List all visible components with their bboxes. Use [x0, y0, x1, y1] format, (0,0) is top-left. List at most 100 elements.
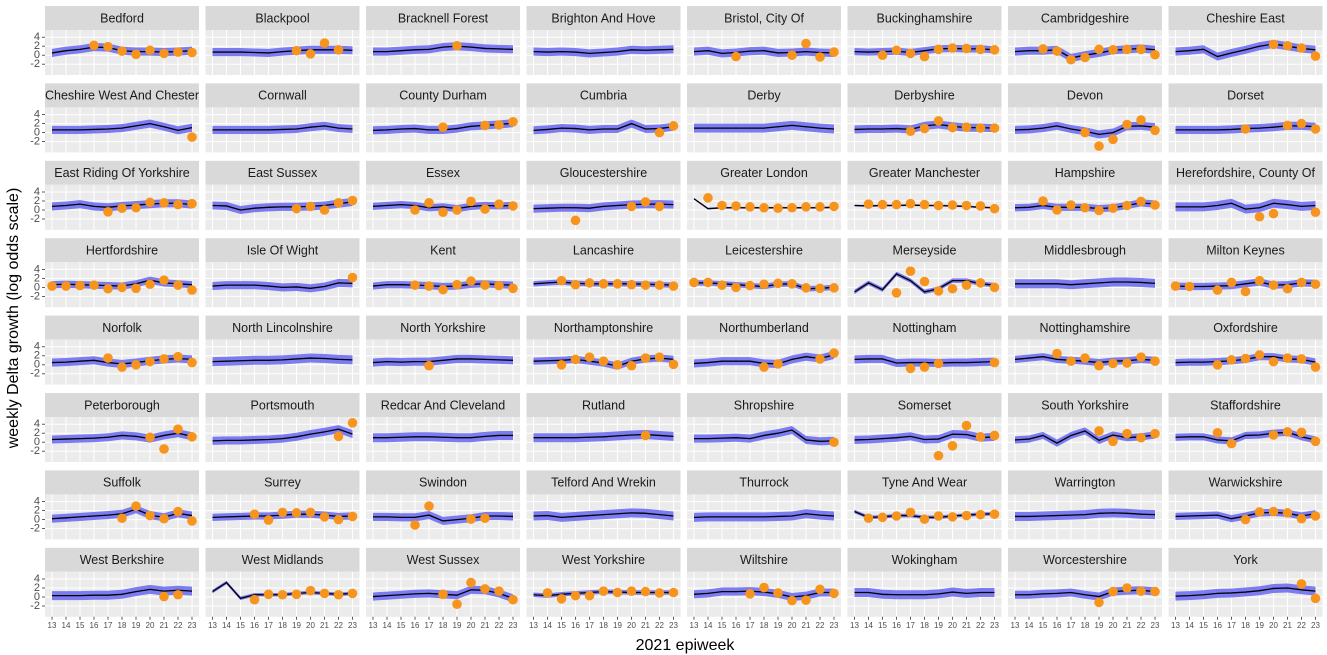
point: [1296, 579, 1307, 589]
x-tick-label: 13: [1171, 621, 1180, 630]
strip: [45, 160, 199, 185]
x-tick-label: 22: [495, 621, 504, 630]
interval-band: [694, 46, 834, 58]
point: [1066, 356, 1076, 367]
point: [877, 50, 888, 60]
panel-marks: [533, 508, 674, 522]
point: [773, 203, 783, 213]
panel-marks: [533, 200, 674, 213]
x-tick-label: 18: [1081, 621, 1090, 630]
point: [333, 198, 344, 208]
point: [1254, 211, 1265, 222]
line: [533, 203, 674, 210]
strip-title: Cheshire East: [1206, 11, 1285, 25]
strip: [205, 83, 360, 108]
x-tick-label: 21: [962, 621, 971, 630]
strip: [526, 160, 681, 185]
point: [863, 513, 874, 524]
point: [877, 512, 888, 523]
strip: [847, 315, 1002, 340]
strip: [526, 470, 681, 495]
strip: [687, 315, 841, 340]
interval-band: [694, 120, 834, 134]
strip: [205, 470, 360, 495]
point: [1296, 427, 1307, 438]
panel-marks: [694, 426, 835, 446]
strip-title: Warrington: [1055, 476, 1116, 490]
point: [291, 508, 302, 518]
point: [117, 282, 127, 293]
strip-title: Lancashire: [573, 243, 634, 257]
point: [933, 44, 944, 55]
x-tick-label: 14: [222, 621, 231, 630]
point: [1310, 593, 1321, 604]
point: [947, 283, 958, 294]
point: [1282, 427, 1293, 437]
x-tick-label: 17: [425, 621, 434, 630]
point: [1094, 360, 1104, 371]
strip-title: Blackpool: [255, 11, 309, 25]
y-tick-label: -2: [30, 290, 40, 302]
point: [801, 283, 811, 293]
point: [145, 45, 155, 56]
strip: [847, 6, 1002, 30]
x-tick-label: 17: [1067, 621, 1076, 630]
line: [373, 514, 514, 522]
point: [333, 431, 344, 442]
point: [1282, 120, 1293, 131]
point: [291, 45, 302, 56]
strip-title: Surrey: [264, 476, 302, 490]
point: [947, 512, 958, 522]
point: [1094, 205, 1104, 216]
point: [438, 589, 448, 600]
panel-marks: [51, 429, 193, 444]
line: [52, 588, 193, 597]
x-tick-label: 13: [850, 621, 859, 630]
x-tick-label: 13: [208, 621, 217, 630]
point: [1296, 513, 1307, 524]
panel-marks: [1175, 428, 1316, 445]
strip-title: Dorset: [1227, 89, 1264, 103]
strip: [526, 315, 681, 340]
point: [1108, 586, 1118, 597]
x-tick-label: 16: [732, 621, 741, 630]
x-tick-label: 14: [62, 621, 71, 630]
line: [51, 432, 193, 441]
point: [640, 280, 651, 290]
point: [801, 595, 811, 605]
strip-title: Redcar And Cleveland: [381, 398, 505, 412]
point: [919, 199, 930, 210]
interval-band: [373, 511, 513, 525]
strip: [1008, 393, 1162, 417]
point: [1240, 353, 1251, 364]
x-tick-label: 20: [467, 621, 476, 630]
y-tick-label: -2: [30, 58, 40, 70]
point: [452, 279, 462, 290]
panel-marks: [52, 584, 193, 601]
x-tick-label: 19: [934, 621, 943, 630]
point: [759, 279, 769, 290]
point: [1254, 350, 1265, 360]
x-tick-label: 15: [878, 621, 887, 630]
x-tick-label: 14: [864, 621, 873, 630]
point: [424, 501, 434, 511]
x-tick-label: 17: [1227, 621, 1236, 630]
line: [1014, 430, 1156, 444]
point: [1108, 45, 1118, 55]
point: [933, 358, 944, 369]
point: [626, 201, 637, 212]
point: [933, 511, 944, 521]
point: [1310, 511, 1321, 521]
point: [570, 215, 581, 226]
point: [89, 40, 99, 51]
point: [1080, 52, 1090, 63]
interval-band: [212, 121, 353, 134]
strip: [1008, 6, 1162, 30]
point: [173, 589, 183, 600]
line: [1175, 43, 1316, 58]
point: [787, 595, 797, 606]
point: [1310, 124, 1321, 134]
line: [372, 203, 514, 210]
interval-band: [694, 587, 834, 602]
point: [891, 288, 902, 298]
